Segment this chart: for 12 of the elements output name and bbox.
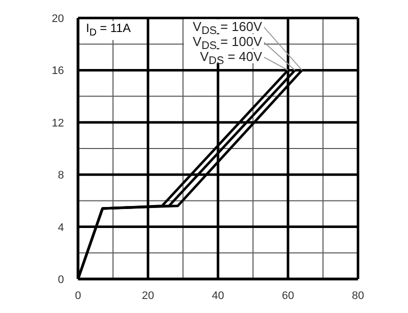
y-tick-label: 0	[58, 274, 64, 286]
annotation: I$_{D}$ = 11A	[84, 21, 133, 40]
y-tick-label: 20	[52, 13, 64, 25]
x-tick-label: 60	[282, 290, 294, 302]
x-tick-label: 40	[212, 290, 224, 302]
y-tick-label: 16	[52, 65, 64, 78]
y-tick-label: 4	[58, 222, 64, 234]
y-tick-label: 12	[52, 117, 64, 130]
x-tick-label: 0	[74, 290, 82, 302]
y-tick-label: 8	[58, 170, 64, 182]
x-tick-label: 80	[352, 290, 364, 302]
x-tick-label: 20	[142, 290, 154, 302]
